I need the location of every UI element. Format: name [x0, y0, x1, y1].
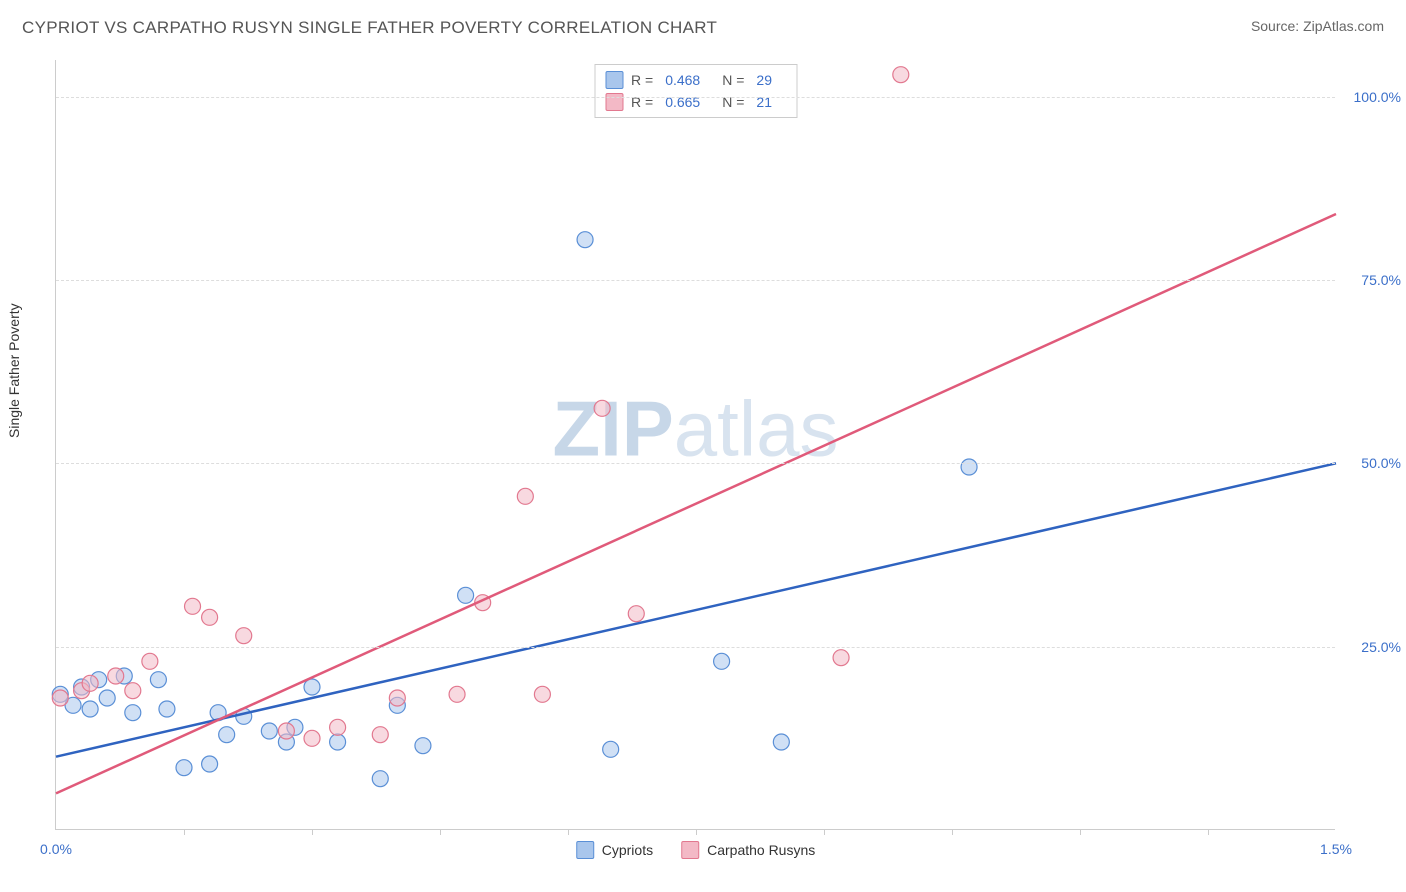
legend-label-cypriots: Cypriots [602, 842, 653, 858]
xtick-label: 0.0% [40, 841, 72, 857]
ytick-label: 25.0% [1361, 639, 1401, 655]
legend-row-cypriots: R = 0.468 N = 29 [605, 69, 786, 91]
data-point [185, 598, 201, 614]
scatter-plot-svg [56, 60, 1336, 830]
data-point [202, 609, 218, 625]
data-point [893, 67, 909, 83]
data-point [159, 701, 175, 717]
xtick [1208, 829, 1209, 835]
data-point [577, 232, 593, 248]
gridline-y [56, 280, 1335, 281]
correlation-legend: R = 0.468 N = 29 R = 0.665 N = 21 [594, 64, 797, 118]
data-point [594, 400, 610, 416]
r-value-rusyns: 0.665 [665, 91, 700, 113]
data-point [99, 690, 115, 706]
data-point [961, 459, 977, 475]
ytick-label: 50.0% [1361, 455, 1401, 471]
data-point [458, 587, 474, 603]
legend-item-cypriots: Cypriots [576, 841, 653, 859]
gridline-y [56, 97, 1335, 98]
data-point [517, 488, 533, 504]
trend-line [56, 214, 1336, 793]
gridline-y [56, 647, 1335, 648]
n-value-rusyns: 21 [756, 91, 772, 113]
xtick [312, 829, 313, 835]
data-point [278, 723, 294, 739]
data-point [415, 738, 431, 754]
data-point [304, 679, 320, 695]
data-point [304, 730, 320, 746]
data-point [150, 672, 166, 688]
legend-row-rusyns: R = 0.665 N = 21 [605, 91, 786, 113]
data-point [52, 690, 68, 706]
data-point [108, 668, 124, 684]
data-point [714, 653, 730, 669]
xtick [952, 829, 953, 835]
y-axis-label: Single Father Poverty [6, 303, 22, 438]
ytick-label: 75.0% [1361, 272, 1401, 288]
legend-swatch-icon [681, 841, 699, 859]
data-point [773, 734, 789, 750]
source-attribution: Source: ZipAtlas.com [1251, 18, 1384, 34]
source-prefix: Source: [1251, 18, 1303, 34]
data-point [219, 727, 235, 743]
data-point [833, 650, 849, 666]
data-point [628, 606, 644, 622]
legend-swatch-cypriots [605, 71, 623, 89]
header: CYPRIOT VS CARPATHO RUSYN SINGLE FATHER … [0, 0, 1406, 46]
chart-title: CYPRIOT VS CARPATHO RUSYN SINGLE FATHER … [22, 18, 717, 38]
trend-line [56, 463, 1336, 756]
xtick [1080, 829, 1081, 835]
xtick [824, 829, 825, 835]
data-point [125, 683, 141, 699]
chart-plot-area: ZIPatlas R = 0.468 N = 29 R = 0.665 N = … [55, 60, 1335, 830]
ytick-label: 100.0% [1354, 89, 1401, 105]
data-point [372, 771, 388, 787]
xtick [696, 829, 697, 835]
data-point [202, 756, 218, 772]
data-point [603, 741, 619, 757]
xtick [440, 829, 441, 835]
legend-label-rusyns: Carpatho Rusyns [707, 842, 815, 858]
legend-item-rusyns: Carpatho Rusyns [681, 841, 815, 859]
data-point [330, 734, 346, 750]
n-value-cypriots: 29 [756, 69, 772, 91]
xtick-label: 1.5% [1320, 841, 1352, 857]
data-point [82, 675, 98, 691]
legend-swatch-icon [576, 841, 594, 859]
data-point [389, 690, 405, 706]
data-point [449, 686, 465, 702]
xtick [184, 829, 185, 835]
data-point [82, 701, 98, 717]
data-point [236, 628, 252, 644]
data-point [372, 727, 388, 743]
data-point [534, 686, 550, 702]
data-point [261, 723, 277, 739]
data-point [330, 719, 346, 735]
data-point [125, 705, 141, 721]
xtick [568, 829, 569, 835]
gridline-y [56, 463, 1335, 464]
data-point [176, 760, 192, 776]
source-name: ZipAtlas.com [1303, 18, 1384, 34]
series-legend: Cypriots Carpatho Rusyns [576, 841, 816, 859]
r-value-cypriots: 0.468 [665, 69, 700, 91]
data-point [142, 653, 158, 669]
